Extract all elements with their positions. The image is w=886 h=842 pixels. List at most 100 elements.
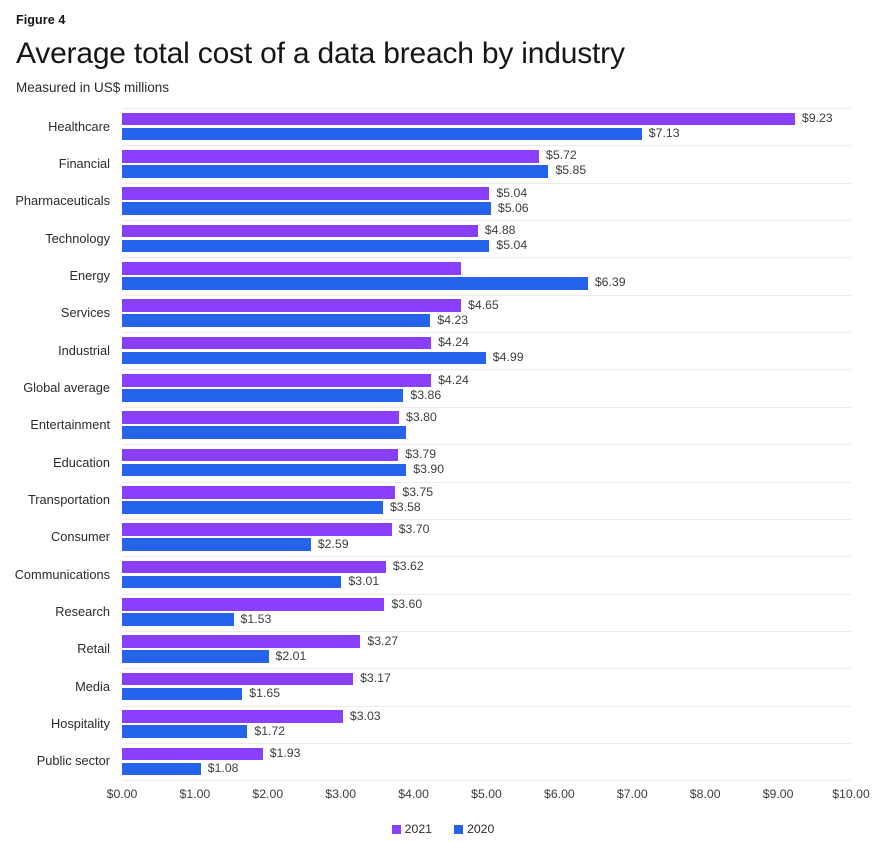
axis-tick-label: $0.00 bbox=[106, 787, 138, 801]
row-separator bbox=[122, 108, 851, 109]
category-label: Public sector bbox=[36, 753, 110, 769]
category-label: Media bbox=[75, 678, 110, 694]
bar-track-2021: $3.75 bbox=[122, 485, 851, 499]
bar-2020[interactable] bbox=[122, 762, 201, 776]
bar-2020[interactable] bbox=[122, 575, 342, 589]
bar-2020[interactable] bbox=[122, 351, 486, 365]
bar-value-label: $1.53 bbox=[240, 611, 272, 626]
chart-plot-area: Healthcare $9.23 $7.13 Financial $5.72 $5.85 P… bbox=[0, 108, 886, 782]
bar-2021[interactable] bbox=[122, 112, 795, 126]
bar-value-label: $5.04 bbox=[496, 185, 528, 200]
bar-track-2020: $2.01 bbox=[122, 648, 851, 664]
bar-2020[interactable] bbox=[122, 650, 269, 664]
bar-2020[interactable] bbox=[122, 276, 588, 290]
row-separator bbox=[122, 294, 851, 296]
bar-value-label: $3.27 bbox=[367, 633, 399, 648]
bar-2021[interactable] bbox=[122, 299, 461, 312]
row-separator bbox=[122, 556, 851, 558]
bar-2021[interactable] bbox=[122, 747, 263, 761]
chart-row: Pharmaceuticals $5.04 $5.06 bbox=[0, 182, 886, 220]
bar-value-label: $4.99 bbox=[492, 350, 524, 365]
bar-value-label: $4.24 bbox=[438, 372, 469, 387]
bar-2020[interactable] bbox=[122, 127, 642, 141]
bar-value-label: $3.86 bbox=[410, 387, 442, 402]
bar-track-2020: $4.23 bbox=[122, 313, 851, 327]
bar-value-label: $1.65 bbox=[249, 686, 281, 701]
legend-item-2021[interactable]: 2021 bbox=[391, 822, 432, 836]
bar-value-label: $2.01 bbox=[275, 648, 307, 663]
bar-2021[interactable] bbox=[122, 560, 386, 574]
bar-track-2021: $3.27 bbox=[122, 633, 851, 649]
bar-2020[interactable] bbox=[122, 164, 549, 178]
bar-value-label: $4.65 bbox=[467, 297, 499, 312]
chart-row: Hospitality $3.03 $1.72 bbox=[0, 705, 886, 743]
axis-tick-label: $4.00 bbox=[398, 787, 429, 801]
bar-2021[interactable] bbox=[122, 187, 490, 200]
row-separator bbox=[122, 369, 851, 371]
chart-row: Industrial $4.24 $4.99 bbox=[0, 332, 886, 369]
row-separator bbox=[122, 406, 851, 408]
chart-row: Consumer $3.70 $2.59 bbox=[0, 518, 886, 556]
bar-value-label: $3.70 bbox=[398, 521, 430, 536]
bar-track-2021: $5.04 bbox=[122, 185, 851, 200]
bar-2021[interactable] bbox=[122, 224, 478, 238]
axis-tick-label: $2.00 bbox=[252, 787, 284, 801]
bar-2021[interactable] bbox=[122, 672, 354, 686]
bar-2020[interactable] bbox=[122, 426, 406, 439]
bar-2021[interactable] bbox=[122, 336, 432, 350]
bar-2021[interactable] bbox=[122, 635, 361, 649]
bar-2021[interactable] bbox=[122, 374, 432, 387]
bar-value-label: $3.60 bbox=[391, 596, 423, 611]
x-axis: $0.00 $1.00 $2.00 $3.00 $4.00 $5.00 $6.00 $7.00… bbox=[0, 786, 886, 806]
bar-2021[interactable] bbox=[122, 448, 399, 462]
category-label: Pharmaceuticals bbox=[15, 193, 110, 209]
bar-2021[interactable] bbox=[122, 486, 396, 499]
axis-tick-label: $8.00 bbox=[689, 787, 721, 801]
bar-2021[interactable] bbox=[122, 710, 343, 723]
axis-tick-label: $3.00 bbox=[325, 787, 357, 801]
bar-track-2020: $3.58 bbox=[122, 499, 851, 514]
bar-2020[interactable] bbox=[122, 314, 431, 327]
bar-value-label: $5.72 bbox=[545, 148, 577, 163]
bar-2021[interactable] bbox=[122, 411, 400, 424]
bar-value-label: $3.58 bbox=[389, 499, 421, 514]
bar-2020[interactable] bbox=[122, 463, 407, 477]
bar-track-2020: $7.13 bbox=[122, 126, 851, 141]
row-separator bbox=[122, 630, 851, 632]
bar-2020[interactable] bbox=[122, 538, 311, 552]
bar-2020[interactable] bbox=[122, 202, 491, 215]
row-separator bbox=[122, 780, 851, 782]
bar-value-label: $1.08 bbox=[207, 761, 239, 776]
bar-2021[interactable] bbox=[122, 598, 385, 611]
bar-2021[interactable] bbox=[122, 261, 461, 275]
bar-2020[interactable] bbox=[122, 725, 248, 738]
bar-value-label: $5.04 bbox=[496, 238, 528, 253]
bar-2021[interactable] bbox=[122, 523, 392, 537]
chart-row: Education $3.79 $3.90 bbox=[0, 444, 886, 481]
row-separator bbox=[122, 481, 851, 483]
bar-track-2021: $3.60 bbox=[122, 596, 851, 611]
chart-subtitle: Measured in US$ millions bbox=[16, 80, 170, 95]
category-label: Education bbox=[53, 454, 110, 470]
bar-2021[interactable] bbox=[122, 149, 539, 163]
row-separator bbox=[122, 742, 851, 744]
bar-2020[interactable] bbox=[122, 389, 404, 402]
bar-2020[interactable] bbox=[122, 501, 383, 514]
page-title: Average total cost of a data breach by i… bbox=[16, 37, 625, 70]
row-separator bbox=[122, 145, 851, 147]
category-label: Entertainment bbox=[30, 417, 110, 433]
bar-track-2021: $4.24 bbox=[122, 372, 851, 387]
row-separator bbox=[122, 332, 851, 334]
chart-row: Communications $3.62 $3.01 bbox=[0, 556, 886, 593]
bar-2020[interactable] bbox=[122, 687, 243, 701]
chart-row: Media $3.17 $1.65 bbox=[0, 668, 886, 705]
chart-row: Technology $4.88 $5.04 bbox=[0, 220, 886, 257]
legend-item-2020[interactable]: 2020 bbox=[454, 822, 494, 836]
axis-tick-label: $5.00 bbox=[471, 787, 502, 801]
row-separator bbox=[122, 705, 851, 707]
bar-2020[interactable] bbox=[122, 239, 490, 253]
bar-track-2021: $3.03 bbox=[122, 709, 851, 723]
bar-track-2020: $3.01 bbox=[122, 574, 851, 589]
bar-2020[interactable] bbox=[122, 613, 234, 626]
